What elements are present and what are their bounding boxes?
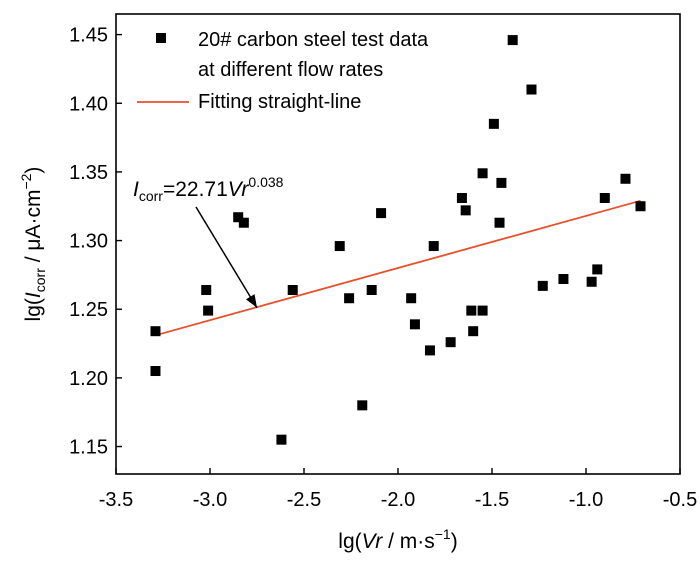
y-axis-title: lg(Icorr / μA·cm−2)	[18, 167, 48, 322]
x-axis-ticks: -3.5 -3.0 -2.5 -2.0 -1.5 -1.0 -0.5	[99, 468, 697, 511]
xlabel-var: Vr	[362, 530, 384, 553]
x-axis-title: lg(Vr / m·s−1)	[338, 526, 457, 553]
y-tick-label: 1.20	[69, 368, 108, 390]
plot-frame	[115, 13, 681, 475]
data-point	[233, 212, 244, 223]
y-axis-ticks: 1.15 1.20 1.25 1.30 1.35 1.40 1.45	[69, 25, 122, 459]
data-point	[287, 285, 298, 295]
data-point	[558, 274, 569, 285]
data-point	[201, 285, 212, 295]
data-point	[445, 337, 456, 348]
data-point	[344, 293, 355, 304]
legend-marker-square	[156, 33, 166, 43]
eq-sub: corr	[139, 188, 163, 204]
eq-coef: =22.71	[163, 178, 228, 201]
data-point	[635, 201, 646, 212]
data-point	[526, 84, 537, 95]
xlabel-prefix: lg(	[338, 530, 361, 553]
y-tick-label: 1.15	[69, 437, 108, 459]
data-point	[466, 305, 477, 316]
y-tick-label: 1.40	[69, 93, 108, 115]
fit-line-layer	[155, 199, 641, 337]
y-tick-label: 1.45	[69, 25, 108, 47]
data-point	[620, 173, 631, 184]
equation-annotation: Icorr=22.71Vr0.038	[133, 174, 284, 204]
data-point	[507, 35, 518, 46]
legend: 20# carbon steel test data at different …	[137, 29, 429, 113]
data-point	[203, 305, 214, 316]
data-point	[494, 217, 505, 228]
data-point	[376, 208, 387, 219]
data-point	[406, 293, 417, 304]
y-tick-label: 1.30	[69, 231, 108, 253]
xlabel-unit: / m·s	[382, 530, 435, 553]
data-point	[586, 276, 597, 287]
ylabel-unit: / μA·cm	[22, 190, 45, 269]
data-point	[456, 193, 467, 203]
fitting-line	[155, 199, 641, 337]
data-point	[592, 264, 603, 275]
xlabel-suffix: )	[451, 530, 458, 553]
x-tick-label: -0.5	[663, 489, 697, 511]
arrow-shaft	[195, 206, 258, 309]
data-point	[424, 345, 435, 356]
eq-var2: Vr	[228, 178, 250, 201]
legend-label-line-1: 20# carbon steel test data	[198, 29, 429, 51]
ylabel-var: I	[22, 292, 45, 298]
ylabel-prefix: lg(	[22, 298, 45, 321]
legend-label-fit: Fitting straight-line	[198, 91, 361, 113]
data-point	[276, 434, 287, 445]
ylabel-sub: corr	[32, 268, 48, 292]
data-point	[150, 326, 161, 337]
data-point	[460, 205, 471, 216]
data-point	[366, 285, 377, 295]
eq-var: I	[133, 178, 139, 201]
y-tick-label: 1.35	[69, 162, 108, 184]
x-tick-label: -2.5	[287, 489, 321, 511]
annotation-arrow	[195, 206, 258, 309]
ylabel-suffix: )	[22, 167, 45, 174]
data-point	[477, 305, 488, 316]
data-points-layer	[150, 35, 646, 445]
x-tick-label: -3.0	[193, 489, 227, 511]
legend-label-line-2: at different flow rates	[198, 59, 383, 81]
data-point	[428, 241, 439, 252]
data-point	[409, 319, 420, 330]
x-tick-label: -1.5	[475, 489, 509, 511]
x-tick-label: -3.5	[99, 489, 133, 511]
data-point	[150, 366, 161, 377]
ylabel-exp: −2	[18, 173, 34, 189]
data-point	[496, 177, 507, 188]
data-point	[599, 193, 610, 203]
data-point	[357, 400, 368, 411]
x-tick-label: -2.0	[381, 489, 415, 511]
x-tick-label: -1.0	[569, 489, 603, 511]
data-point	[488, 118, 499, 129]
data-point	[238, 217, 249, 228]
data-point	[477, 168, 488, 179]
arrow-head	[245, 294, 257, 308]
data-point	[537, 280, 548, 291]
y-tick-label: 1.25	[69, 299, 108, 321]
data-point	[468, 326, 479, 337]
xlabel-exp: −1	[435, 526, 451, 542]
eq-exp: 0.038	[248, 174, 283, 190]
data-point	[334, 241, 345, 252]
